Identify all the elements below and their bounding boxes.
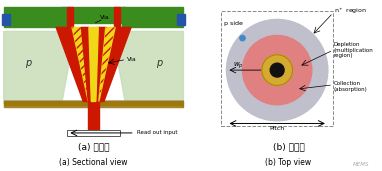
Text: p: p bbox=[25, 58, 31, 68]
Polygon shape bbox=[112, 31, 183, 103]
Polygon shape bbox=[89, 27, 98, 101]
Bar bbox=[4, 101, 183, 107]
Text: (a) 截面图: (a) 截面图 bbox=[78, 143, 109, 152]
Text: (a) Sectional view: (a) Sectional view bbox=[59, 158, 128, 167]
Text: $w_p$: $w_p$ bbox=[233, 60, 243, 71]
Text: Via: Via bbox=[127, 57, 137, 62]
Bar bbox=[114, 7, 120, 27]
Polygon shape bbox=[99, 27, 115, 101]
Text: Via: Via bbox=[100, 15, 110, 20]
Circle shape bbox=[270, 63, 284, 77]
Text: n$^+$ region: n$^+$ region bbox=[334, 6, 367, 16]
Bar bbox=[177, 14, 185, 25]
Text: Read out input: Read out input bbox=[137, 130, 177, 135]
Circle shape bbox=[243, 35, 312, 105]
Text: MEMS: MEMS bbox=[353, 162, 369, 167]
Text: Collection
(absorption): Collection (absorption) bbox=[334, 81, 367, 91]
Text: Pitch: Pitch bbox=[270, 126, 285, 131]
Polygon shape bbox=[96, 27, 106, 101]
Bar bbox=[121, 7, 183, 27]
Text: (b) 俯视图: (b) 俯视图 bbox=[272, 143, 304, 152]
Text: (b) Top view: (b) Top view bbox=[265, 158, 311, 167]
Polygon shape bbox=[81, 27, 91, 101]
Polygon shape bbox=[56, 27, 88, 101]
Bar bbox=[67, 7, 73, 27]
Bar bbox=[4, 7, 66, 27]
Bar bbox=[221, 11, 333, 126]
Circle shape bbox=[262, 55, 293, 86]
Circle shape bbox=[240, 35, 245, 41]
Bar bbox=[2, 14, 10, 25]
Text: Depletion
(multiplication
region): Depletion (multiplication region) bbox=[334, 42, 374, 58]
Circle shape bbox=[227, 19, 328, 121]
Bar bbox=[62, 7, 125, 23]
Polygon shape bbox=[72, 27, 88, 101]
Bar bbox=[89, 101, 99, 129]
Text: p side: p side bbox=[224, 21, 243, 26]
Bar bbox=[67, 130, 120, 136]
Polygon shape bbox=[4, 31, 75, 103]
Text: p: p bbox=[156, 58, 162, 68]
Polygon shape bbox=[99, 27, 131, 101]
